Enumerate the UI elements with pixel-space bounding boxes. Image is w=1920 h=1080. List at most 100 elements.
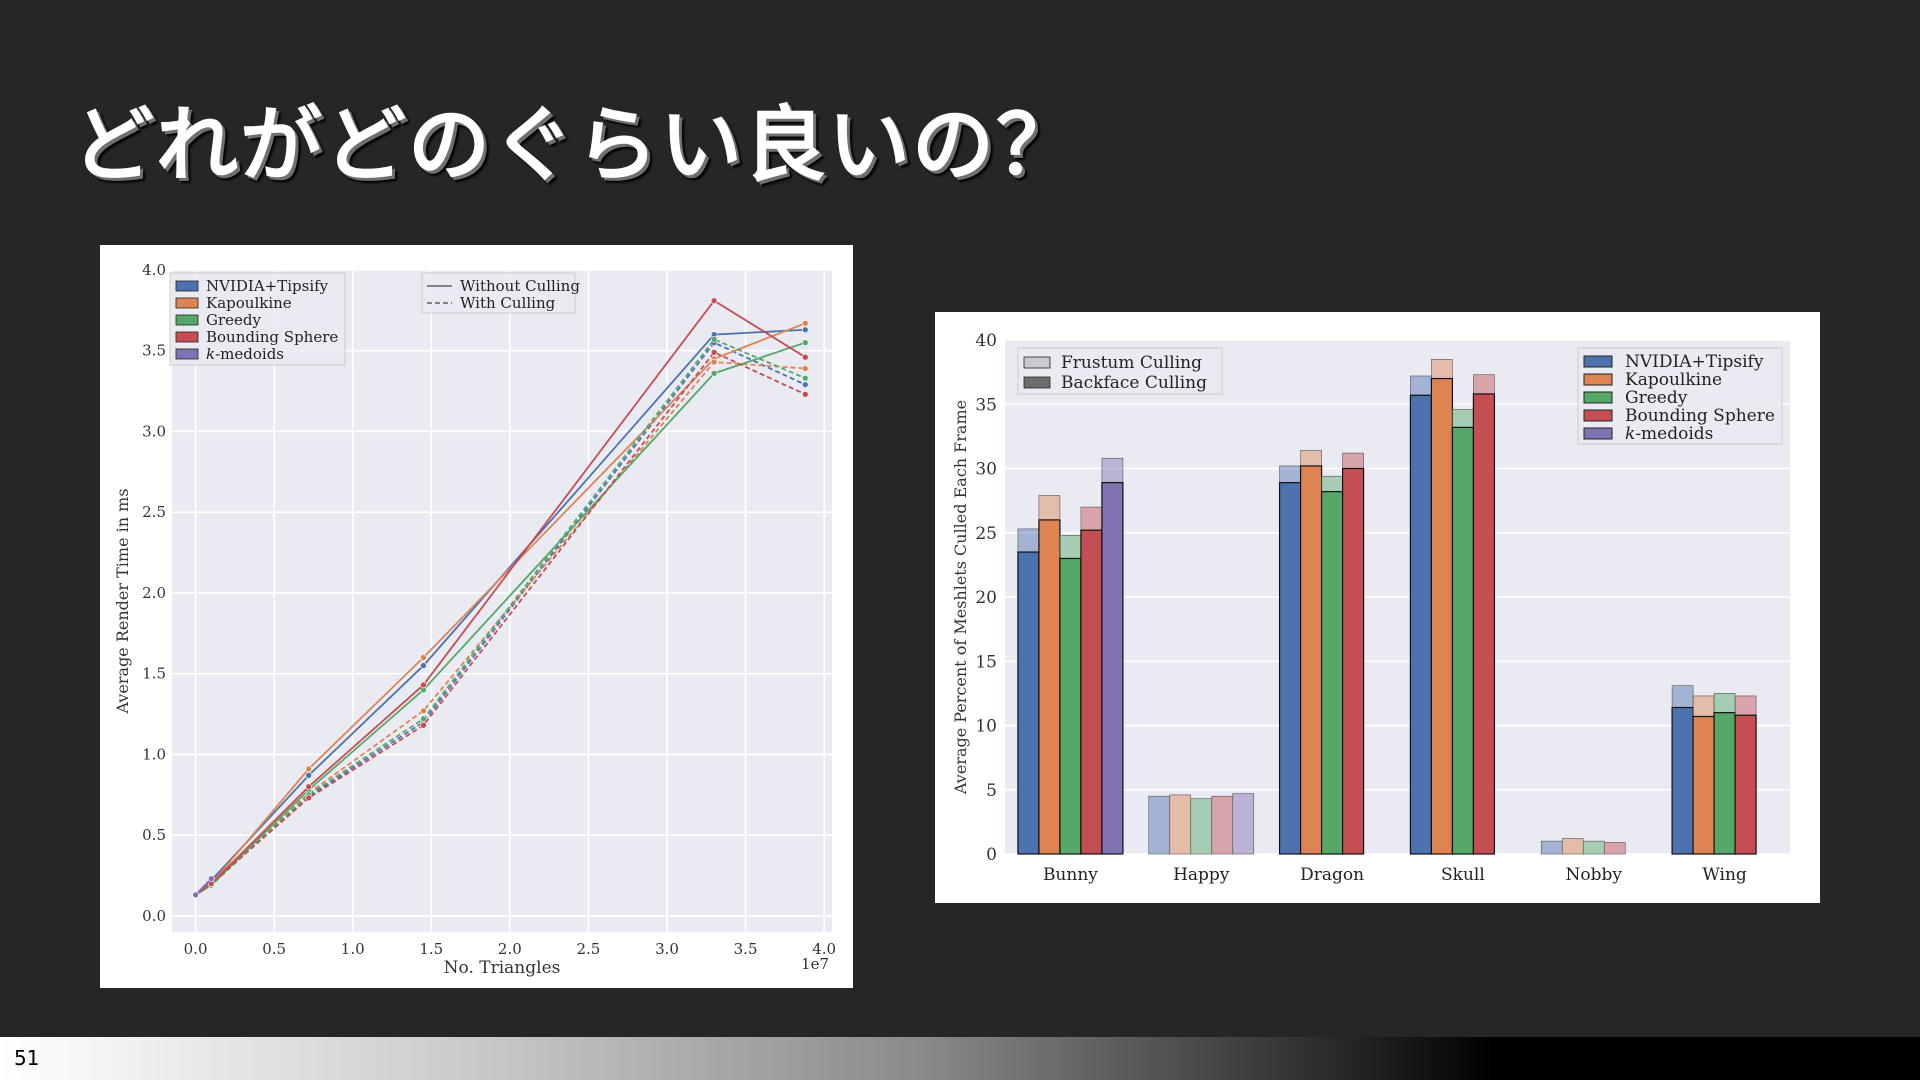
bounding-sphere-point	[710, 297, 718, 304]
greedy-legend-swatch	[175, 314, 199, 326]
y-tick-label: 1.5	[142, 665, 166, 683]
k-medoids-with-culling-line	[194, 878, 212, 896]
category-label-bunny: Bunny	[1043, 865, 1098, 885]
category-label-happy: Happy	[1173, 865, 1230, 885]
kapoulkine-point	[420, 707, 427, 715]
x-tick-label: 2.0	[498, 940, 522, 958]
kapoulkine-point	[710, 358, 718, 366]
k-medoids-frustum-bar	[1232, 793, 1255, 855]
slide-title: どれがどのぐらい良いの？	[72, 98, 1081, 193]
nvidia-tipsify-point	[305, 772, 313, 779]
nvidia-tipsify-legend-label: NVIDIA+Tipsify	[1625, 352, 1764, 372]
bounding-sphere-point	[801, 353, 809, 361]
greedy-legend-label: Greedy	[1625, 388, 1688, 408]
k-medoids-point	[192, 891, 199, 899]
category-label-skull: Skull	[1441, 865, 1485, 885]
bounding-sphere-backface-bar	[1472, 393, 1496, 855]
nvidia-tipsify-legend-swatch	[175, 280, 199, 292]
bounding-sphere-legend-swatch	[1583, 409, 1613, 422]
nvidia-tipsify-legend-label: NVIDIA+Tipsify	[206, 277, 329, 295]
style-legend-box	[421, 272, 576, 314]
nvidia-tipsify-backface-bar	[1671, 706, 1694, 855]
kapoulkine-point	[801, 319, 809, 327]
nvidia-tipsify-backface-bar	[1278, 482, 1302, 855]
kapoulkine-point	[420, 654, 427, 661]
y-tick-label: 2.5	[142, 503, 166, 521]
greedy-backface-bar	[1320, 491, 1344, 855]
k-medoids-backface-bar	[1101, 482, 1124, 855]
line-chart-panel: 0.0 0.5 1.0 1.5 2.0 2.5 3.0 3.5 4.0 0.0 0.5 1.0 1.5 2…	[100, 245, 853, 988]
y-tick-label: 20	[975, 588, 997, 608]
bounding-sphere-legend-label: Bounding Sphere	[206, 328, 338, 346]
style-legend-label: With Culling	[460, 294, 556, 312]
render-time-line-chart: 0.0 0.5 1.0 1.5 2.0 2.5 3.0 3.5 4.0 0.0 0.5 1.0 1.5 2…	[113, 261, 836, 978]
category-label-dragon: Dragon	[1300, 865, 1364, 885]
y-tick-label: 25	[975, 524, 997, 544]
k-medoids-legend-swatch	[1583, 427, 1613, 440]
kapoulkine-backface-bar	[1692, 715, 1715, 855]
bounding-sphere-point	[710, 349, 718, 356]
x-tick-label: 4.0	[812, 940, 836, 958]
y-tick-label: 0.0	[142, 907, 166, 925]
greedy-point	[420, 715, 427, 723]
greedy-frustum-bar	[1190, 798, 1213, 855]
y-tick-label: 2.0	[142, 584, 166, 602]
y-tick-label: 15	[975, 652, 997, 672]
greedy-backface-bar	[1713, 712, 1736, 855]
k-medoids-legend-label: k-medoids	[1625, 424, 1713, 444]
greedy-frustum-bar	[1582, 840, 1605, 855]
y-tick-label: 3.0	[142, 422, 166, 440]
kapoulkine-backface-bar	[1038, 519, 1061, 855]
x-tick-label: 3.0	[655, 940, 679, 958]
y-tick-label: 0	[986, 845, 997, 865]
page-number: 51	[14, 1046, 40, 1070]
kapoulkine-legend-swatch	[175, 297, 199, 309]
y-tick-label: 40	[975, 331, 997, 351]
nvidia-tipsify-backface-bar	[1017, 551, 1040, 855]
y-tick-label: 4.0	[142, 261, 166, 279]
bounding-sphere-point	[305, 794, 313, 802]
kapoulkine-legend-swatch	[1583, 373, 1613, 386]
category-label-wing: Wing	[1702, 865, 1747, 885]
plot-area	[172, 270, 832, 932]
x-axis-label: No. Triangles	[444, 958, 561, 978]
meshlet-culling-bar-chart: 0 5 10 15 20 25 30 35 40 Average Percent of Meshl…	[951, 331, 1790, 885]
k-medoids-legend-label: k-medoids	[206, 345, 284, 363]
kapoulkine-frustum-bar	[1561, 838, 1584, 855]
greedy-with-culling-line	[195, 338, 806, 896]
kapoulkine-point	[801, 365, 809, 372]
nvidia-tipsify-point	[801, 381, 809, 388]
footer-bar: 51	[0, 1037, 1920, 1080]
style-legend-label: Without Culling	[460, 277, 580, 295]
y-tick-label: 1.0	[142, 745, 166, 763]
kapoulkine-backface-bar	[1299, 465, 1323, 855]
y-tick-label: 10	[975, 717, 997, 737]
x-tick-label: 0.0	[184, 940, 208, 958]
backface-culling-legend-swatch	[1023, 376, 1051, 389]
greedy-point	[710, 336, 718, 343]
greedy-point	[801, 339, 809, 346]
x-tick-label: 3.5	[734, 940, 758, 958]
bounding-sphere-backface-bar	[1080, 529, 1103, 855]
greedy-legend-swatch	[1583, 391, 1613, 404]
nvidia-tipsify-point	[420, 662, 427, 669]
greedy-point	[710, 370, 718, 377]
series-legend-box	[169, 272, 346, 366]
y-tick-label: 0.5	[142, 826, 166, 844]
k-medoids-point	[207, 875, 215, 883]
nvidia-tipsify-point	[801, 326, 809, 334]
culling-legend-label: Frustum Culling	[1061, 353, 1202, 373]
nvidia-tipsify-legend-swatch	[1583, 355, 1613, 368]
bounding-sphere-legend-label: Bounding Sphere	[1625, 406, 1775, 426]
kapoulkine-point	[305, 765, 313, 773]
bounding-sphere-legend-swatch	[175, 331, 199, 343]
greedy-legend-label: Greedy	[206, 311, 262, 329]
bounding-sphere-point	[305, 783, 313, 790]
y-axis-label: Average Render Time in ms	[113, 488, 132, 714]
culling-legend-box	[1017, 347, 1223, 395]
kapoulkine-legend-label: Kapoulkine	[206, 294, 292, 312]
nvidia-tipsify-frustum-bar	[1540, 840, 1563, 855]
culling-legend-label: Backface Culling	[1061, 373, 1207, 393]
kapoulkine-frustum-bar	[1169, 794, 1192, 855]
y-axis-label: Average Percent of Meshlets Culled Each …	[951, 400, 970, 795]
